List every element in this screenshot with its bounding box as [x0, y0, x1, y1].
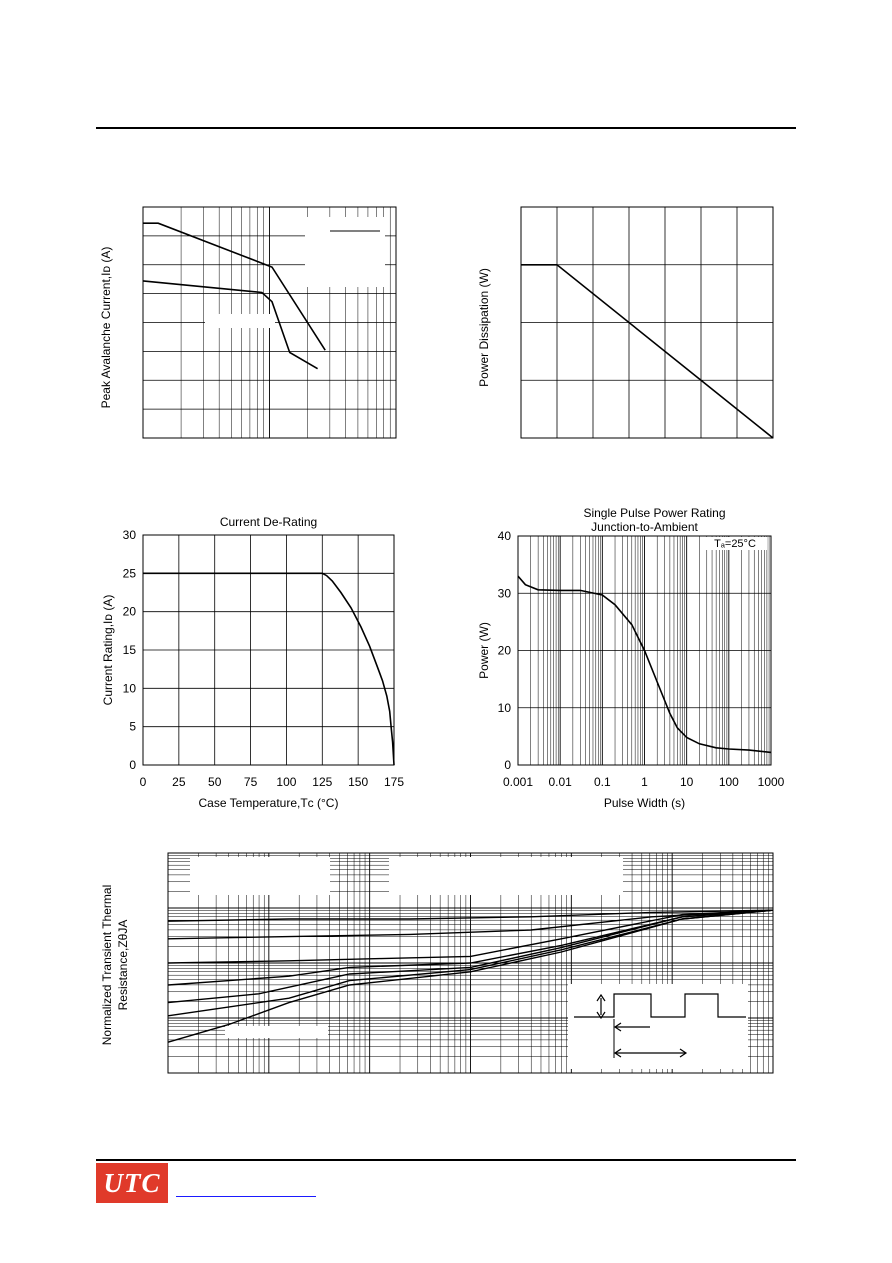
thermal-y-label: Normalized Transient Thermal	[100, 885, 114, 1046]
derating-x-tick: 125	[312, 775, 332, 789]
pulse-x-tick: 0.001	[503, 775, 533, 789]
pulse-x-tick: 100	[719, 775, 739, 789]
thermal-series-line	[167, 909, 774, 940]
derating-series-line	[143, 572, 395, 766]
pulse-frame	[517, 535, 772, 766]
pulse-x-tick: 1	[641, 775, 648, 789]
derating-y-label: Current Rating,Iᴅ (A)	[101, 595, 115, 706]
derating-x-tick: 150	[348, 775, 368, 789]
pulse-y-tick: 20	[498, 644, 512, 658]
pulse-x-tick: 0.1	[594, 775, 611, 789]
pulse-x-tick: 0.01	[548, 775, 572, 789]
derating-title: Current De-Rating	[220, 515, 317, 529]
derating-x-tick: 100	[276, 775, 296, 789]
avalanche-note-box	[205, 314, 275, 328]
avalanche-y-label: Peak Avalanche Current,Iᴅ (A)	[99, 247, 113, 409]
avalanche-series-line	[142, 280, 319, 370]
dissipation-series-line	[521, 264, 774, 439]
derating-y-tick: 0	[129, 758, 136, 772]
derating-y-tick: 20	[123, 605, 137, 619]
derating-y-tick: 15	[123, 643, 137, 657]
derating-y-tick: 30	[123, 528, 137, 542]
thermal-y-label: Resistance,ZθJA	[116, 920, 130, 1011]
derating-x-tick: 75	[244, 775, 258, 789]
pulse-y-label: Power (W)	[477, 622, 491, 679]
avalanche-series-line	[143, 222, 326, 351]
derating-x-tick: 0	[140, 775, 147, 789]
footer-link-underline[interactable]	[176, 1196, 316, 1197]
thermal-series-line	[167, 909, 774, 964]
pulse-title: Junction-to-Ambient	[591, 520, 698, 534]
thermal-series-line	[167, 909, 774, 922]
thermal-legend-box-right	[389, 857, 623, 895]
derating-y-tick: 10	[123, 681, 137, 695]
avalanche-frame	[142, 206, 397, 439]
dissipation-y-label: Power Dissipation (W)	[477, 268, 491, 387]
dissipation-frame	[520, 206, 774, 439]
pulse-y-tick: 0	[504, 758, 511, 772]
avalanche-legend-box	[305, 217, 385, 287]
thermal-legend-box-left	[190, 857, 330, 895]
pulse-y-tick: 30	[498, 586, 512, 600]
pulse-x-label: Pulse Width (s)	[604, 796, 685, 810]
thermal-inset-amplitude-arrowheads	[596, 993, 606, 1020]
thermal-note-box	[225, 1026, 328, 1038]
pulse-x-tick: 1000	[758, 775, 785, 789]
pulse-y-tick: 40	[498, 529, 512, 543]
header-rule	[96, 127, 796, 129]
pulse-series-line	[517, 575, 772, 754]
thermal-inset-box	[568, 984, 748, 1069]
derating-x-tick: 25	[172, 775, 186, 789]
pulse-title: Single Pulse Power Rating	[583, 506, 725, 520]
pulse-annotation: Tₐ=25°C	[714, 538, 756, 550]
logo-text: UTC	[103, 1167, 161, 1198]
thermal-series-line	[167, 909, 774, 1043]
thermal-inset-waveform	[574, 993, 746, 1018]
derating-y-tick: 5	[129, 720, 136, 734]
derating-x-tick: 175	[384, 775, 404, 789]
derating-x-tick: 50	[208, 775, 222, 789]
derating-frame	[142, 534, 395, 766]
thermal-inset-t2-arrowheads	[613, 1048, 688, 1058]
footer-rule	[96, 1159, 796, 1161]
derating-y-tick: 25	[123, 566, 137, 580]
utc-logo: UTC	[96, 1163, 168, 1203]
derating-x-label: Case Temperature,Tᴄ (°C)	[199, 796, 339, 810]
pulse-annotation-box	[705, 537, 767, 550]
thermal-series-line	[167, 909, 774, 1004]
pulse-y-tick: 10	[498, 701, 512, 715]
thermal-inset-t1-arrowhead	[613, 1022, 622, 1032]
pulse-x-tick: 10	[680, 775, 694, 789]
